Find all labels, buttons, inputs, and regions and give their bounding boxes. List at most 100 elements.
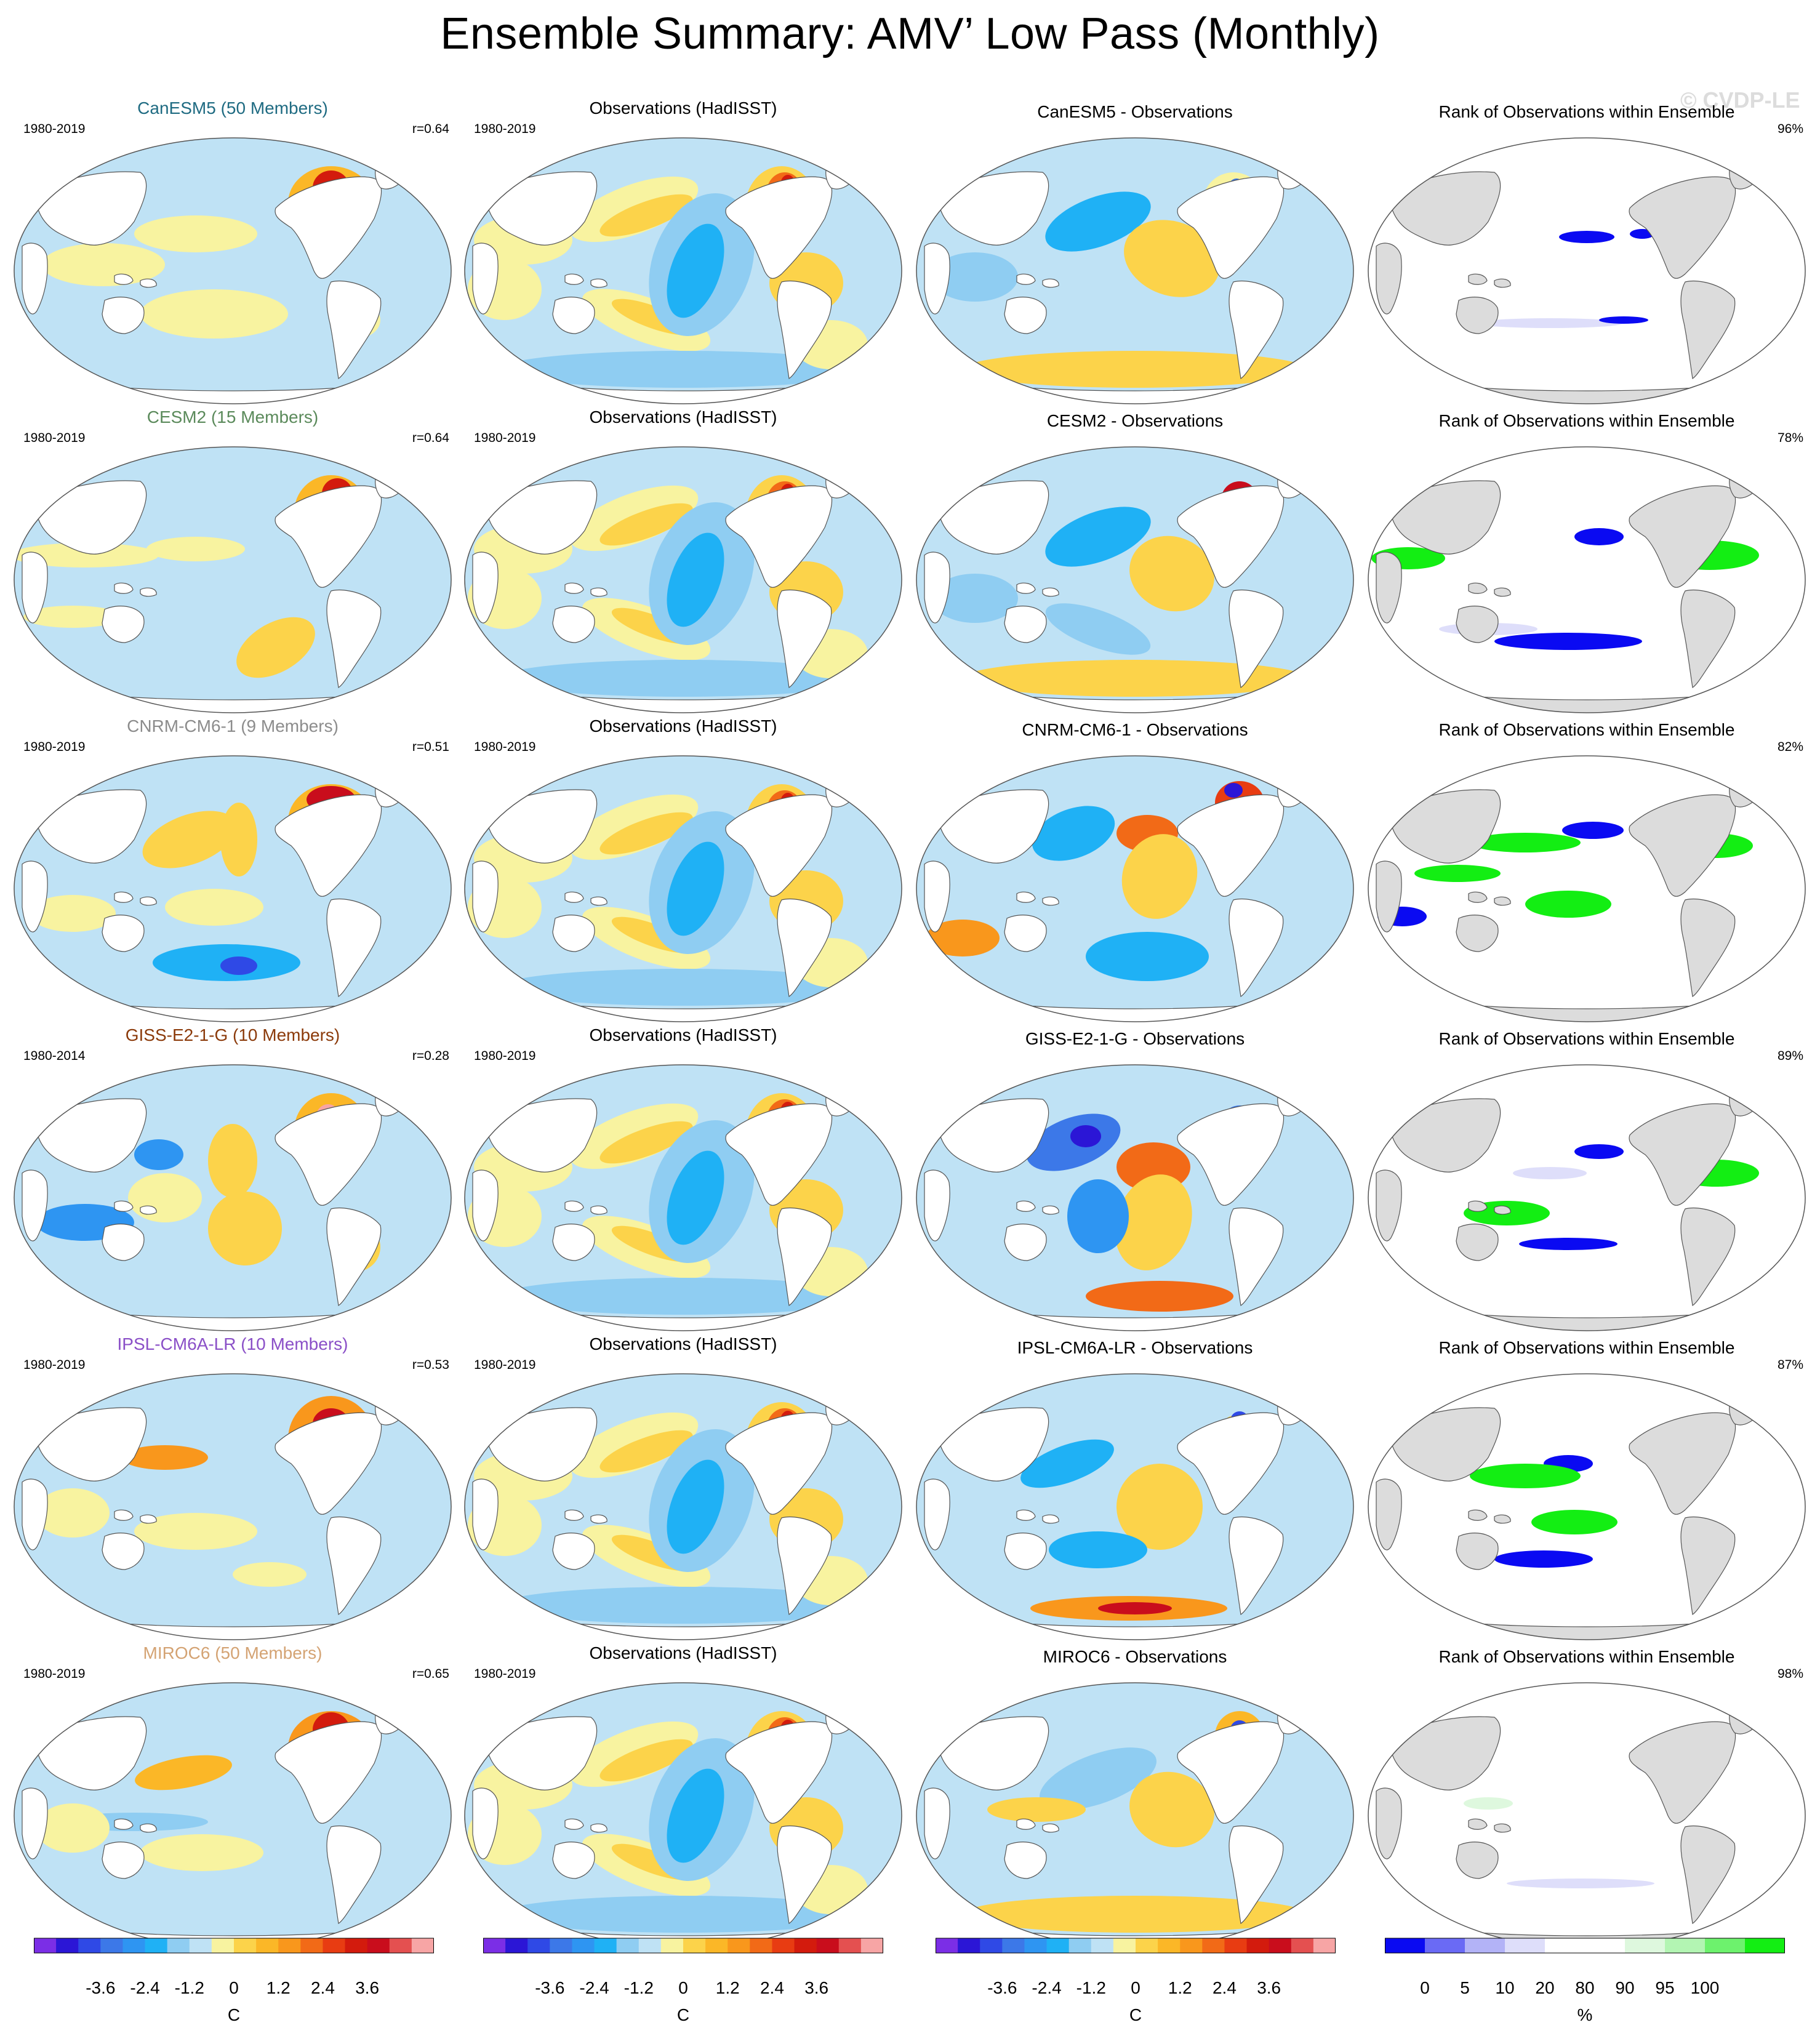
colorbar-tick-label: 3.6 <box>355 1978 380 1997</box>
diff-panel: CNRM-CM6-1 - Observations <box>913 716 1357 1025</box>
rank-panel-title: Rank of Observations within Ensemble <box>1438 1029 1735 1048</box>
land-outline <box>590 1205 607 1215</box>
land-outline <box>1177 176 1285 279</box>
diff-panel-title: GISS-E2-1-G - Observations <box>1025 1029 1245 1048</box>
map-frame <box>464 1064 902 1331</box>
pattern-correlation: r=0.65 <box>412 1667 449 1681</box>
sst-anomaly-region <box>1070 1125 1101 1147</box>
land-outline <box>102 1533 145 1570</box>
obs-panel-title: Observations (HadISST) <box>589 716 777 736</box>
rank-patch <box>1507 1879 1654 1888</box>
land-outline <box>1456 1533 1499 1570</box>
land-outline <box>937 480 1049 555</box>
sst-anomaly-region <box>135 1755 232 1790</box>
rank-panel-title: Rank of Observations within Ensemble <box>1438 1338 1735 1357</box>
land-outline <box>326 589 382 688</box>
pattern-correlation: r=0.64 <box>412 431 449 445</box>
colorbar-swatch <box>189 1938 212 1953</box>
panel-row: CESM2 (15 Members) 1980-2019 r=0.64 Observa… <box>0 407 1820 716</box>
sst-anomaly-region <box>499 1896 868 1933</box>
land-outline <box>825 776 860 808</box>
sst-anomaly-region <box>599 812 693 855</box>
panel-row: MIROC6 (50 Members) 1980-2019 r=0.65 Observ… <box>0 1643 1820 1952</box>
rank-patch <box>1464 1797 1513 1810</box>
rank-patch <box>1574 1144 1624 1159</box>
sst-anomaly-region <box>165 889 263 926</box>
rank-panel-title: Rank of Observations within Ensemble <box>1438 411 1735 430</box>
land-outline <box>564 1200 584 1212</box>
diff-map <box>916 1373 1354 1640</box>
sst-anomaly-region <box>1049 1531 1147 1568</box>
period-label: 1980-2014 <box>23 1049 86 1063</box>
land-outline <box>1389 171 1501 246</box>
colorbar-tick-label: -3.6 <box>86 1978 116 1997</box>
land-outline <box>1229 1516 1284 1615</box>
land-outline <box>1729 158 1763 190</box>
land-outline <box>937 1407 1049 1482</box>
sst-anomaly-region <box>599 1739 693 1782</box>
land-outline <box>326 1207 382 1306</box>
rank-percentage: 89% <box>1777 1049 1803 1063</box>
period-label: 1980-2019 <box>474 122 536 136</box>
sst-anomaly-region <box>667 841 724 936</box>
colorbar-tick-label: 0 <box>1420 1978 1430 1997</box>
colorbar-tick-label: 20 <box>1535 1978 1555 1997</box>
land-outline <box>140 278 157 288</box>
model-panel-title: GISS-E2-1-G (10 Members) <box>125 1025 340 1045</box>
land-outline <box>486 1407 598 1482</box>
land-outline <box>326 1825 382 1924</box>
pattern-correlation: r=0.51 <box>412 740 449 754</box>
colorbar-swatch <box>572 1938 595 1953</box>
rank-panel-title: Rank of Observations within Ensemble <box>1438 720 1735 739</box>
sst-anomaly-region <box>142 811 237 868</box>
sst-anomaly-region <box>1086 932 1209 981</box>
sst-anomaly-region <box>1045 191 1151 252</box>
sst-anomaly-region <box>1067 1179 1129 1253</box>
sst-anomaly-region <box>134 1139 183 1170</box>
sst-anomaly-region <box>1121 834 1198 919</box>
land-outline <box>102 1842 145 1879</box>
land-outline <box>472 243 499 315</box>
rank-map <box>1368 137 1806 404</box>
land-outline <box>825 158 860 190</box>
land-outline <box>1389 480 1501 555</box>
land-outline <box>1456 915 1499 952</box>
map-frame <box>916 1064 1354 1331</box>
obs-panel-title: Observations (HadISST) <box>589 98 777 118</box>
sst-anomaly-region <box>932 574 1018 623</box>
diff-map <box>916 446 1354 713</box>
colorbar-tick-label: 2.4 <box>1212 1978 1237 1997</box>
sst-anomaly-region <box>987 1797 1086 1822</box>
land-outline <box>1468 1818 1488 1830</box>
colorbar-tick-label: 0 <box>229 1978 239 1997</box>
land-outline <box>1629 794 1736 897</box>
colorbar-swatch <box>1024 1938 1048 1953</box>
rank-panel: Rank of Observations within Ensemble 82% <box>1365 716 1808 1025</box>
land-outline <box>1004 297 1047 334</box>
land-outline <box>1004 606 1047 643</box>
rank-patch <box>1599 316 1648 324</box>
colorbar-swatch <box>345 1938 368 1953</box>
land-outline <box>552 606 595 643</box>
sst-anomaly-region <box>499 351 868 388</box>
pattern-correlation: r=0.28 <box>412 1049 449 1063</box>
map-frame <box>1368 446 1806 713</box>
colorbar-tick-label: -2.4 <box>1032 1978 1062 1997</box>
sst-colorbar-model: -3.6 -2.4 -1.2 0 1.2 2.4 3.6 C <box>34 1936 434 2035</box>
land-outline <box>22 860 48 932</box>
sst-anomaly-region <box>667 223 724 318</box>
colorbar-tick-label: -2.4 <box>579 1978 609 1997</box>
obs-panel: Observations (HadISST) 1980-2019 <box>462 1025 905 1334</box>
land-outline <box>1456 606 1499 643</box>
diff-panel: CESM2 - Observations <box>913 407 1357 716</box>
sst-anomaly-region <box>233 1562 307 1587</box>
colorbar-swatch <box>367 1938 390 1953</box>
land-outline <box>825 1393 860 1425</box>
land-outline <box>1376 243 1402 315</box>
colorbar-swatch <box>838 1938 862 1953</box>
land-outline <box>924 551 950 624</box>
colorbar-tick-label: -3.6 <box>535 1978 565 1997</box>
land-outline <box>1629 485 1736 588</box>
land-outline <box>725 485 833 588</box>
sst-anomaly-region <box>963 351 1307 388</box>
